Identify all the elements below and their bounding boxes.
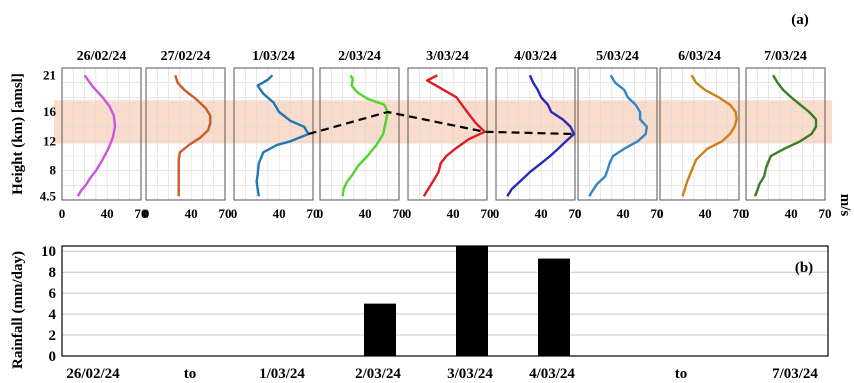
profile-x-tick-label: 0 bbox=[143, 206, 150, 221]
height-profile-panel-a: 26/02/24 0 40 70 27/02/24 0 40 70 1/03/24 0 40 70 2/… bbox=[10, 12, 853, 221]
profile-date-label: 3/03/24 bbox=[426, 49, 469, 64]
height-axis-label: Height (km) [amsl] bbox=[10, 73, 26, 195]
jet-altitude-band bbox=[54, 100, 832, 144]
wind-profile-line bbox=[681, 74, 738, 197]
profile-x-tick-label: 70 bbox=[819, 206, 832, 221]
profile-x-tick-label: 0 bbox=[493, 206, 500, 221]
height-tick-label: 8 bbox=[50, 163, 57, 178]
profile-frame bbox=[233, 67, 314, 201]
profile-x-tick-label: 40 bbox=[785, 206, 798, 221]
rainfall-tick-label: 4 bbox=[49, 307, 57, 323]
profile-x-tick-label: 0 bbox=[657, 206, 664, 221]
profile-date-label: 6/03/24 bbox=[678, 49, 721, 64]
rainfall-bar bbox=[538, 258, 570, 356]
profile-x-tick-label: 70 bbox=[393, 206, 406, 221]
profile-x-tick-label: 40 bbox=[699, 206, 712, 221]
rainfall-bar bbox=[456, 246, 488, 356]
rainfall-category-label: to bbox=[184, 366, 197, 382]
profile-x-tick-label: 0 bbox=[575, 206, 582, 221]
profile-frame bbox=[745, 67, 826, 201]
profile-x-tick-label: 70 bbox=[733, 206, 746, 221]
profile-x-tick-label: 0 bbox=[59, 206, 66, 221]
profile-frame bbox=[577, 67, 658, 201]
profile-x-tick-label: 70 bbox=[219, 206, 232, 221]
panel-label-b: (b) bbox=[795, 260, 813, 276]
profile-x-tick-label: 0 bbox=[405, 206, 412, 221]
wind-profile-line bbox=[422, 74, 486, 197]
profile-x-tick-label: 40 bbox=[447, 206, 460, 221]
rainfall-tick-label: 10 bbox=[41, 244, 56, 260]
profile-frame bbox=[407, 67, 488, 201]
height-tick-label: 12 bbox=[43, 133, 56, 148]
height-tick-label: 16 bbox=[43, 104, 57, 119]
profile-date-label: 2/03/24 bbox=[338, 49, 381, 64]
wind-profile-line bbox=[753, 74, 818, 197]
rainfall-tick-label: 6 bbox=[49, 286, 57, 302]
rainfall-axis-label: Rainfall (mm/day) bbox=[10, 251, 26, 369]
rainfall-category-label: 1/03/24 bbox=[259, 366, 305, 382]
profile-x-tick-label: 40 bbox=[185, 206, 198, 221]
profile-x-tick-label: 40 bbox=[535, 206, 548, 221]
rainfall-tick-label: 0 bbox=[49, 349, 57, 365]
profile-frame bbox=[659, 67, 740, 201]
rainfall-category-label: to bbox=[675, 366, 688, 382]
profile-x-tick-label: 40 bbox=[101, 206, 114, 221]
profile-x-tick-label: 70 bbox=[481, 206, 494, 221]
panel-label-a: (a) bbox=[791, 12, 809, 28]
profile-x-tick-label: 70 bbox=[651, 206, 664, 221]
wind-profile-line bbox=[174, 74, 212, 197]
profile-x-tick-label: 70 bbox=[307, 206, 320, 221]
rainfall-panel-b: 0 2 4 6 8 10 26/02/24 to 1/03/24 2/03/24 3/03/24 4/… bbox=[10, 244, 829, 382]
profile-date-label: 7/03/24 bbox=[764, 49, 807, 64]
profile-frame bbox=[61, 67, 142, 201]
profile-x-tick-label: 0 bbox=[317, 206, 324, 221]
rainfall-category-label: 2/03/24 bbox=[355, 366, 401, 382]
jet-max-trend-line bbox=[308, 110, 574, 136]
profile-x-tick-label: 0 bbox=[743, 206, 750, 221]
height-tick-label: 21 bbox=[43, 67, 56, 82]
profile-x-tick-label: 70 bbox=[135, 206, 148, 221]
wind-profile-line bbox=[588, 74, 648, 197]
profile-x-tick-label: 40 bbox=[359, 206, 372, 221]
rainfall-category-label: 26/02/24 bbox=[66, 366, 120, 382]
rainfall-tick-label: 2 bbox=[49, 328, 57, 344]
rainfall-bar bbox=[364, 303, 396, 356]
profile-date-label: 26/02/24 bbox=[77, 49, 127, 64]
profile-date-label: 27/02/24 bbox=[161, 49, 211, 64]
profile-x-tick-label: 40 bbox=[617, 206, 630, 221]
wind-profile-line bbox=[341, 74, 389, 197]
profile-frame bbox=[319, 67, 400, 201]
speed-unit-label: m/s bbox=[837, 194, 853, 217]
rainfall-category-label: 4/03/24 bbox=[529, 366, 575, 382]
profile-frame bbox=[145, 67, 226, 201]
wind-profile-line bbox=[76, 74, 117, 197]
height-tick-label: 4.5 bbox=[40, 188, 57, 203]
wind-profile-line bbox=[506, 74, 576, 197]
profile-date-label: 1/03/24 bbox=[252, 49, 295, 64]
profile-x-tick-label: 0 bbox=[231, 206, 238, 221]
profile-date-label: 5/03/24 bbox=[596, 49, 639, 64]
rainfall-frame bbox=[61, 245, 829, 357]
profile-date-label: 4/03/24 bbox=[514, 49, 557, 64]
rainfall-category-label: 3/03/24 bbox=[447, 366, 493, 382]
profile-x-tick-label: 70 bbox=[569, 206, 582, 221]
rainfall-category-label: 7/03/24 bbox=[772, 366, 818, 382]
profile-x-tick-label: 40 bbox=[273, 206, 286, 221]
rainfall-tick-label: 8 bbox=[49, 265, 57, 281]
